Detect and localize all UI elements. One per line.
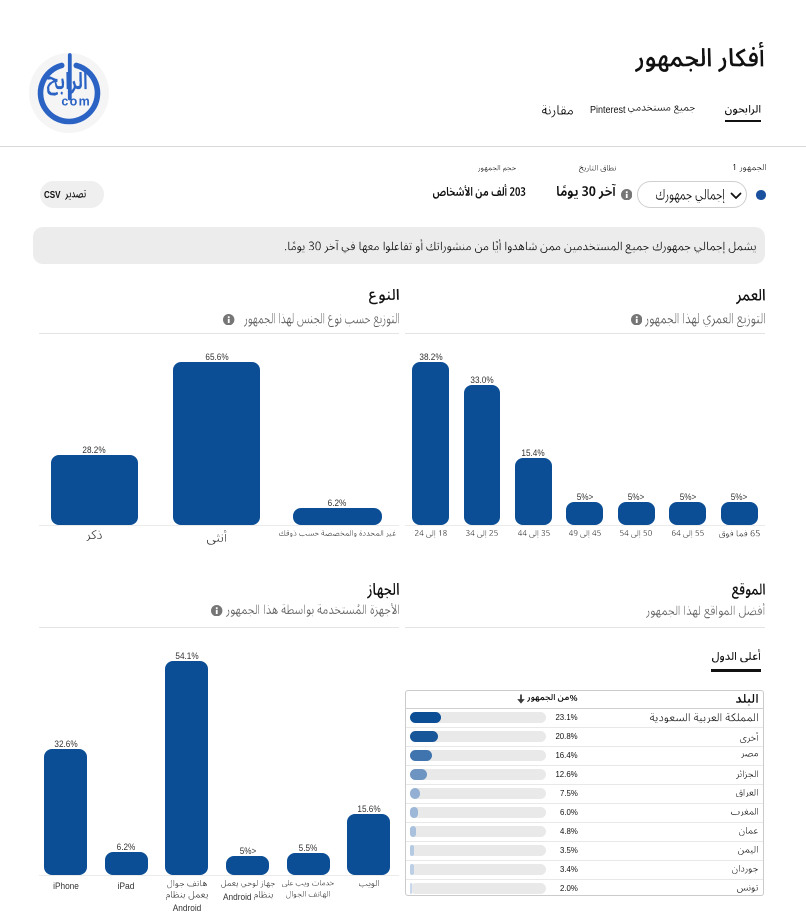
svg-text:com: com	[61, 95, 91, 109]
